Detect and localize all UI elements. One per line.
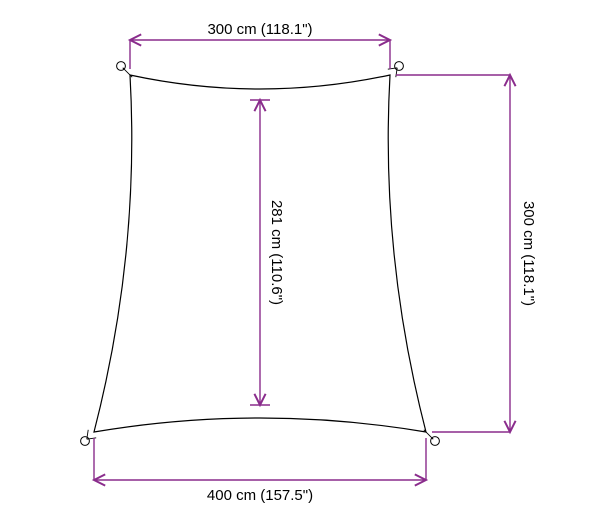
dimension-bottom: 400 cm (157.5"): [94, 438, 426, 504]
dimension-top-label: 300 cm (118.1"): [207, 21, 312, 38]
dimension-right-label: 300 cm (118.1"): [520, 201, 537, 306]
dimension-right: 300 cm (118.1"): [396, 75, 537, 432]
dimension-center: 281 cm (110.6"): [250, 100, 285, 405]
dimension-diagram: 300 cm (118.1") 400 cm (157.5") 300 cm (…: [0, 0, 600, 521]
dimension-center-label: 281 cm (110.6"): [268, 200, 285, 305]
dimension-top: 300 cm (118.1"): [130, 21, 390, 69]
dimension-bottom-label: 400 cm (157.5"): [207, 487, 313, 504]
